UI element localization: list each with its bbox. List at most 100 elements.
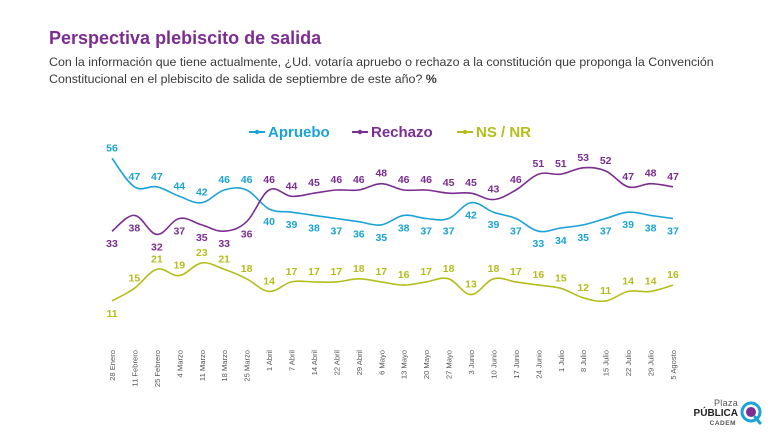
data-label-nsnr: 23 bbox=[196, 247, 208, 259]
legend-label-rechazo: Rechazo bbox=[371, 124, 433, 141]
data-label-apruebo: 44 bbox=[173, 180, 185, 192]
data-label-rechazo: 37 bbox=[173, 226, 185, 238]
legend-item-rechazo: Rechazo bbox=[352, 124, 433, 141]
data-label-nsnr: 18 bbox=[488, 263, 500, 275]
x-tick-label: 28 Enero bbox=[108, 350, 117, 381]
data-label-apruebo: 40 bbox=[263, 216, 275, 228]
series-lines bbox=[111, 157, 674, 303]
x-tick-label: 6 Mayo bbox=[377, 350, 386, 375]
data-label-apruebo: 47 bbox=[151, 171, 163, 183]
data-label-rechazo: 45 bbox=[308, 177, 320, 189]
data-label-nsnr: 14 bbox=[263, 275, 275, 287]
data-label-apruebo: 39 bbox=[622, 219, 634, 231]
data-label-nsnr: 16 bbox=[533, 269, 545, 281]
data-label-nsnr: 18 bbox=[241, 263, 253, 275]
data-label-apruebo: 47 bbox=[129, 171, 141, 183]
data-label-rechazo: 33 bbox=[106, 238, 118, 250]
data-label-nsnr: 13 bbox=[465, 279, 477, 291]
data-label-rechazo: 51 bbox=[555, 158, 567, 170]
data-label-apruebo: 39 bbox=[286, 219, 298, 231]
x-tick-label: 3 Junio bbox=[467, 350, 476, 375]
x-tick-label: 24 Junio bbox=[534, 350, 543, 379]
legend-marker-rechazo bbox=[357, 129, 363, 135]
x-tick-label: 22 Abril bbox=[332, 350, 341, 376]
brand-mark-icon bbox=[740, 401, 762, 425]
data-label-nsnr: 18 bbox=[353, 263, 365, 275]
data-label-rechazo: 46 bbox=[263, 174, 275, 186]
data-label-rechazo: 46 bbox=[420, 174, 432, 186]
data-label-apruebo: 36 bbox=[353, 229, 365, 241]
data-label-nsnr: 11 bbox=[600, 285, 611, 297]
data-label-nsnr: 18 bbox=[443, 263, 455, 275]
data-label-rechazo: 35 bbox=[196, 232, 208, 244]
brand-line2: PÚBLICA bbox=[693, 408, 738, 419]
x-tick-label: 20 Mayo bbox=[422, 350, 431, 379]
brand-logo: Plaza PÚBLICA CADEM bbox=[692, 398, 764, 432]
x-tick-label: 15 Julio bbox=[602, 350, 611, 376]
data-label-apruebo: 37 bbox=[420, 226, 432, 238]
data-label-rechazo: 45 bbox=[465, 177, 477, 189]
legend-label-nsnr: NS / NR bbox=[476, 124, 531, 141]
question-text: Con la información que tiene actualmente… bbox=[49, 55, 714, 86]
data-labels: 56 47 47 44 42 46 46 40 39 38 37 36 35 38 37 37 42 39 37 33… bbox=[106, 142, 679, 320]
data-label-apruebo: 35 bbox=[577, 232, 589, 244]
data-label-nsnr: 17 bbox=[331, 266, 343, 278]
chart-title: Perspectiva plebiscito de salida bbox=[49, 28, 322, 48]
data-label-nsnr: 11 bbox=[106, 308, 117, 320]
series-line-nsnr bbox=[111, 261, 674, 303]
x-tick-label: 17 Junio bbox=[512, 350, 521, 379]
data-label-nsnr: 17 bbox=[420, 266, 432, 278]
data-label-nsnr: 15 bbox=[555, 272, 567, 284]
x-tick-label: 13 Mayo bbox=[400, 350, 409, 379]
x-tick-label: 1 Abril bbox=[265, 350, 274, 371]
data-label-nsnr: 21 bbox=[151, 253, 163, 265]
x-tick-label: 29 Julio bbox=[647, 350, 656, 376]
data-label-apruebo: 42 bbox=[196, 187, 208, 199]
data-label-nsnr: 17 bbox=[308, 266, 320, 278]
x-tick-label: 22 Julio bbox=[624, 350, 633, 376]
data-label-apruebo: 39 bbox=[488, 219, 500, 231]
data-label-rechazo: 53 bbox=[577, 152, 589, 164]
data-label-rechazo: 47 bbox=[622, 171, 634, 183]
data-label-nsnr: 17 bbox=[375, 266, 387, 278]
data-label-rechazo: 36 bbox=[241, 229, 253, 241]
data-label-apruebo: 33 bbox=[533, 238, 545, 250]
data-label-nsnr: 15 bbox=[129, 272, 141, 284]
data-label-rechazo: 46 bbox=[331, 174, 343, 186]
data-label-apruebo: 37 bbox=[600, 226, 612, 238]
data-label-rechazo: 46 bbox=[510, 174, 522, 186]
data-label-nsnr: 17 bbox=[510, 266, 522, 278]
data-label-apruebo: 34 bbox=[555, 235, 567, 247]
data-label-rechazo: 38 bbox=[129, 222, 141, 234]
data-label-nsnr: 16 bbox=[667, 269, 679, 281]
data-label-apruebo: 42 bbox=[465, 210, 477, 222]
x-tick-label: 10 Junio bbox=[490, 350, 499, 379]
data-label-nsnr: 21 bbox=[218, 253, 230, 265]
x-tick-label: 1 Julio bbox=[557, 350, 566, 372]
data-label-apruebo: 46 bbox=[218, 174, 230, 186]
legend-label-apruebo: Apruebo bbox=[268, 124, 330, 141]
unit-label: % bbox=[425, 72, 437, 86]
data-label-nsnr: 19 bbox=[173, 260, 185, 272]
x-axis-ticks: 28 Enero 11 Febrero 25 Febrero 4 Marzo 11 Ma… bbox=[108, 350, 678, 387]
data-label-rechazo: 47 bbox=[667, 171, 679, 183]
data-label-nsnr: 14 bbox=[622, 275, 634, 287]
data-label-apruebo: 56 bbox=[106, 142, 118, 154]
legend-item-nsnr: NS / NR bbox=[457, 124, 531, 141]
data-label-apruebo: 38 bbox=[398, 222, 410, 234]
data-label-rechazo: 52 bbox=[600, 155, 612, 167]
legend-marker-nsnr bbox=[462, 129, 468, 135]
data-label-apruebo: 38 bbox=[308, 222, 320, 234]
data-label-rechazo: 48 bbox=[375, 168, 387, 180]
x-tick-label: 27 Mayo bbox=[445, 350, 454, 379]
chart-subtitle: Con la información que tiene actualmente… bbox=[49, 54, 749, 88]
data-label-rechazo: 46 bbox=[353, 174, 365, 186]
data-label-apruebo: 38 bbox=[645, 222, 657, 234]
data-label-rechazo: 32 bbox=[151, 241, 163, 253]
x-tick-label: 25 Febrero bbox=[153, 350, 162, 387]
x-tick-label: 5 Agosto bbox=[669, 350, 678, 380]
legend-item-apruebo: Apruebo bbox=[249, 124, 330, 141]
data-label-rechazo: 33 bbox=[218, 238, 230, 250]
x-tick-label: 11 Marzo bbox=[198, 350, 207, 381]
data-label-apruebo: 46 bbox=[241, 174, 253, 186]
